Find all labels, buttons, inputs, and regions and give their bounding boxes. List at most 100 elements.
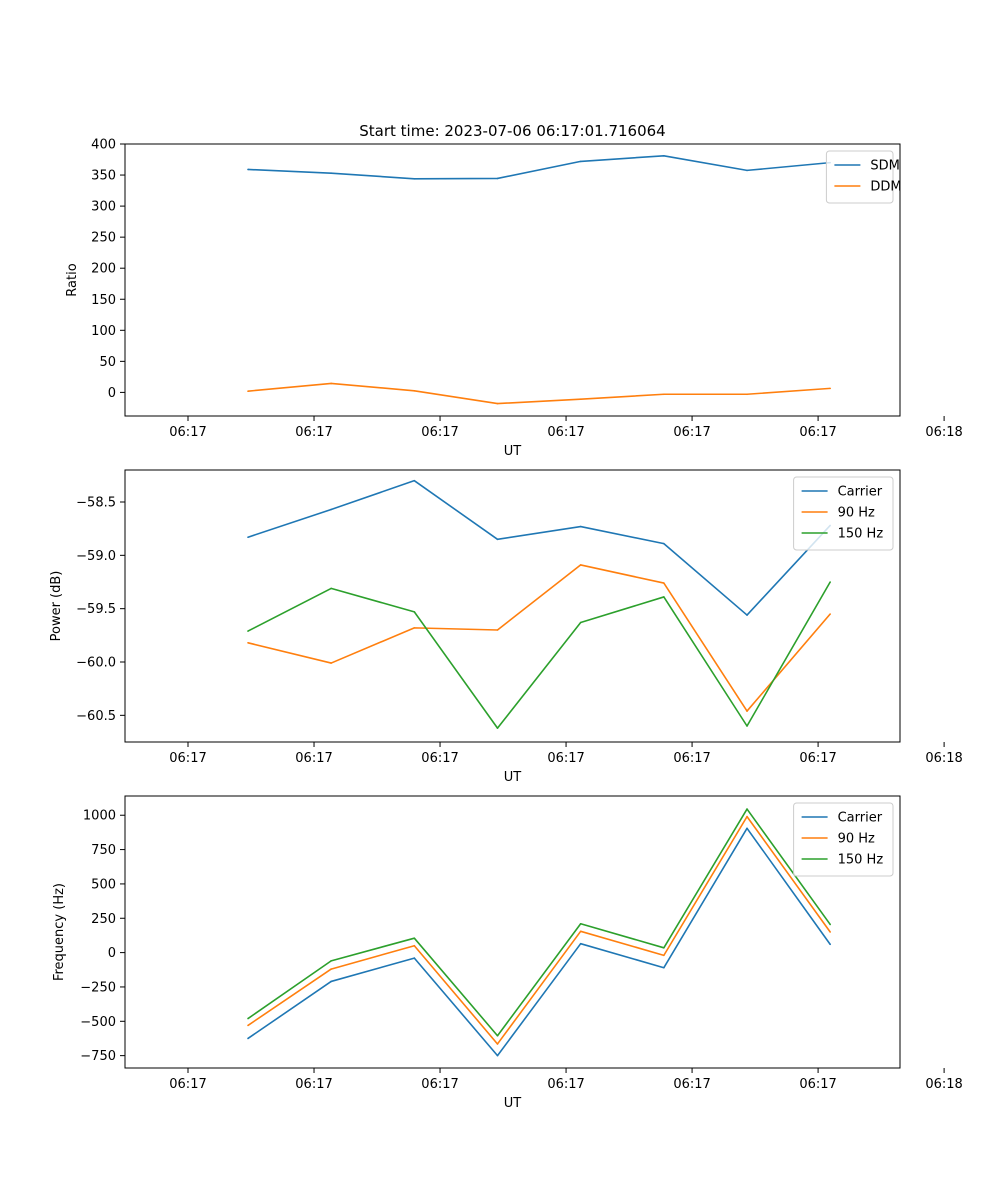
x-tick-label: 06:17 [547, 425, 584, 440]
y-tick-label: −58.5 [76, 496, 116, 511]
data-point [496, 629, 499, 631]
data-point [746, 710, 748, 712]
data-point [247, 630, 249, 632]
data-point [663, 582, 665, 584]
y-tick-label: −500 [80, 1015, 116, 1030]
data-point [330, 662, 332, 664]
data-point [579, 160, 582, 163]
x-axis-label: UT [504, 444, 522, 459]
x-tick-label: 06:17 [169, 751, 206, 766]
data-point [579, 942, 582, 945]
data-point [829, 943, 831, 946]
y-tick-label: 250 [91, 231, 116, 246]
data-point [496, 402, 499, 405]
x-tick-label: 06:18 [925, 1077, 962, 1092]
data-point [247, 1017, 249, 1020]
y-axis-label: Ratio [65, 263, 80, 296]
legend-label: DDM [870, 180, 901, 195]
data-point [413, 957, 416, 959]
data-point [330, 960, 332, 962]
data-point [496, 727, 499, 729]
y-tick-label: 200 [91, 262, 116, 277]
series-line-90-hz [247, 564, 831, 712]
series-line-carrier [247, 827, 831, 1057]
data-point [663, 966, 665, 969]
data-point [746, 815, 748, 818]
y-tick-label: −59.5 [76, 602, 116, 617]
data-point [413, 944, 416, 947]
data-point [496, 1043, 499, 1045]
data-point [330, 508, 332, 511]
panel-2: 06:17 06:17 06:17 06:17 06:17 06:17 06:18 −58.5… [49, 469, 963, 785]
figure-title: Start time: 2023-07-06 06:17:01.716064 [359, 122, 665, 140]
legend-label: SDM [870, 159, 899, 174]
x-tick-label: 06:17 [295, 751, 332, 766]
series-line-ddm [247, 382, 831, 405]
y-tick-label: 150 [91, 293, 116, 308]
axes-frame [124, 143, 901, 417]
legend-label: 90 Hz [838, 832, 875, 847]
data-point [247, 168, 249, 171]
axes-frame [124, 795, 901, 1069]
series-line-sdm [247, 155, 831, 180]
y-tick-label: −750 [80, 1049, 116, 1064]
y-tick-label: 50 [99, 355, 116, 370]
data-point [247, 536, 249, 538]
data-point [413, 177, 416, 180]
data-point [829, 931, 831, 933]
x-tick-label: 06:17 [799, 1077, 836, 1092]
y-tick-label: 750 [91, 843, 116, 858]
legend: SDM DDM [825, 150, 902, 204]
data-point [330, 968, 332, 970]
data-point [413, 611, 416, 613]
legend: Carrier 90 Hz 150 Hz [793, 476, 894, 551]
data-point [496, 177, 499, 180]
x-tick-label: 06:17 [799, 425, 836, 440]
legend-label: Carrier [838, 811, 883, 826]
x-tick-label: 06:18 [925, 425, 962, 440]
y-tick-label: 0 [108, 946, 116, 961]
x-tick-label: 06:17 [421, 425, 458, 440]
y-tick-label: 250 [91, 912, 116, 927]
legend-label: Carrier [838, 485, 883, 500]
x-tick-label: 06:17 [421, 1077, 458, 1092]
legend-label: 90 Hz [838, 506, 875, 521]
data-point [829, 923, 831, 926]
series-line-90-hz [247, 815, 831, 1045]
data-point [579, 564, 582, 566]
data-point [746, 614, 748, 616]
data-point [746, 169, 748, 172]
legend-frame [825, 150, 894, 204]
y-tick-label: −59.0 [76, 549, 116, 564]
legend-frame [793, 802, 894, 877]
x-tick-label: 06:18 [925, 751, 962, 766]
y-tick-label: 1000 [83, 809, 116, 824]
data-point [247, 1037, 249, 1040]
x-tick-label: 06:17 [421, 751, 458, 766]
legend-label: 150 Hz [838, 527, 884, 542]
data-point [663, 542, 665, 545]
data-point [413, 627, 416, 629]
data-point [663, 954, 665, 957]
x-tick-label: 06:17 [547, 1077, 584, 1092]
panels: 06:17 06:17 06:17 06:17 06:17 06:17 06:18 0 50 10… [49, 138, 963, 1112]
y-tick-label: −250 [80, 980, 116, 995]
x-tick-label: 06:17 [673, 425, 710, 440]
y-axis-label: Power (dB) [49, 571, 64, 642]
data-point [579, 621, 582, 624]
data-point [247, 390, 249, 392]
data-point [413, 390, 416, 392]
y-tick-label: 0 [108, 386, 116, 401]
data-point [663, 154, 665, 157]
y-tick-label: 500 [91, 877, 116, 892]
y-tick-label: 350 [91, 169, 116, 184]
panel-1: 06:17 06:17 06:17 06:17 06:17 06:17 06:18 0 50 10… [65, 138, 963, 460]
x-tick-label: 06:17 [673, 751, 710, 766]
data-point [413, 937, 416, 939]
data-point [330, 382, 332, 385]
x-axis-label: UT [504, 770, 522, 785]
data-point [829, 613, 831, 615]
x-tick-label: 06:17 [295, 1077, 332, 1092]
axes-frame [124, 469, 901, 743]
